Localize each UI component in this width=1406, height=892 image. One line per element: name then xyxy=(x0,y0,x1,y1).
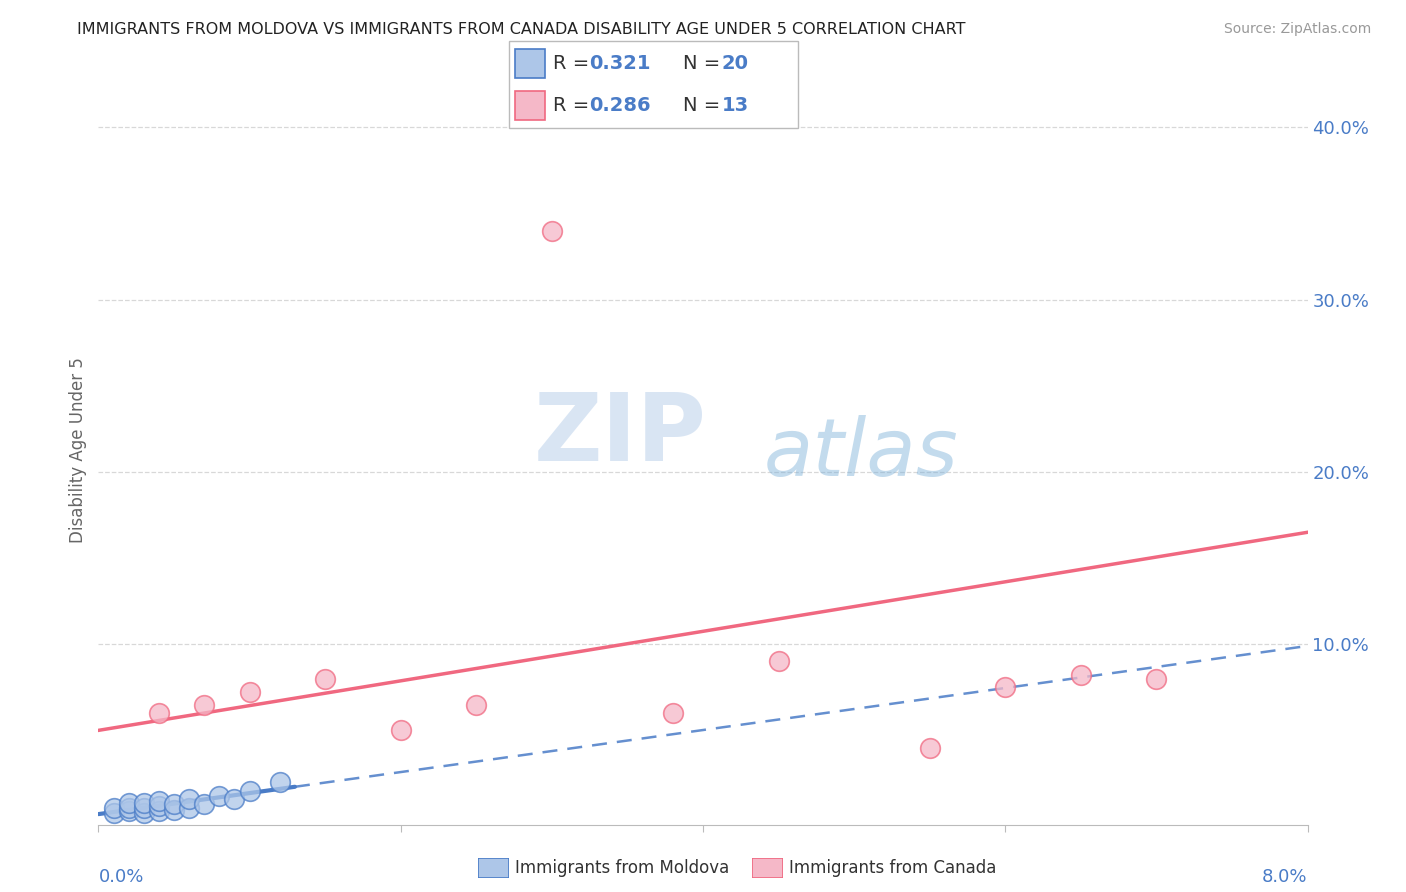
Text: N =: N = xyxy=(683,96,727,115)
Point xyxy=(661,706,683,720)
Text: Source: ZipAtlas.com: Source: ZipAtlas.com xyxy=(1223,22,1371,37)
Text: 0.0%: 0.0% xyxy=(98,868,143,886)
Point xyxy=(118,796,141,810)
Text: 0.321: 0.321 xyxy=(589,54,651,73)
Point xyxy=(179,801,201,815)
Point xyxy=(163,803,186,817)
Point xyxy=(132,801,155,815)
Text: N =: N = xyxy=(683,54,727,73)
Point xyxy=(118,801,141,815)
Bar xyxy=(515,91,544,120)
Text: IMMIGRANTS FROM MOLDOVA VS IMMIGRANTS FROM CANADA DISABILITY AGE UNDER 5 CORRELA: IMMIGRANTS FROM MOLDOVA VS IMMIGRANTS FR… xyxy=(77,22,966,37)
Y-axis label: Disability Age Under 5: Disability Age Under 5 xyxy=(69,358,87,543)
Point xyxy=(1146,672,1168,686)
Point xyxy=(465,698,488,712)
Point xyxy=(239,783,262,797)
Point xyxy=(163,797,186,812)
Point xyxy=(103,801,125,815)
Point xyxy=(193,698,215,712)
Point xyxy=(118,805,141,819)
Point xyxy=(239,685,262,699)
Point xyxy=(148,794,170,808)
FancyBboxPatch shape xyxy=(509,41,799,128)
Point xyxy=(540,224,562,238)
Text: 20: 20 xyxy=(721,54,749,73)
Point xyxy=(768,655,790,669)
Text: 0.286: 0.286 xyxy=(589,96,651,115)
Point xyxy=(193,797,215,812)
Bar xyxy=(515,49,544,78)
Point xyxy=(224,792,246,806)
Point xyxy=(1070,668,1092,682)
Point xyxy=(269,775,291,789)
Point xyxy=(389,723,412,738)
Text: ZIP: ZIP xyxy=(534,390,707,482)
Text: 13: 13 xyxy=(721,96,749,115)
Text: 8.0%: 8.0% xyxy=(1263,868,1308,886)
Point xyxy=(148,799,170,814)
Point xyxy=(994,681,1017,695)
Text: R =: R = xyxy=(554,96,596,115)
Point xyxy=(918,740,941,755)
Point xyxy=(148,805,170,819)
Point xyxy=(132,805,155,820)
Text: Immigrants from Moldova: Immigrants from Moldova xyxy=(515,859,728,877)
Point xyxy=(179,792,201,806)
Point xyxy=(148,706,170,720)
Text: atlas: atlas xyxy=(763,415,959,493)
Point xyxy=(103,805,125,820)
Text: R =: R = xyxy=(554,54,596,73)
Point xyxy=(208,789,231,803)
Point xyxy=(314,672,336,686)
Text: Immigrants from Canada: Immigrants from Canada xyxy=(789,859,995,877)
Point xyxy=(132,796,155,810)
